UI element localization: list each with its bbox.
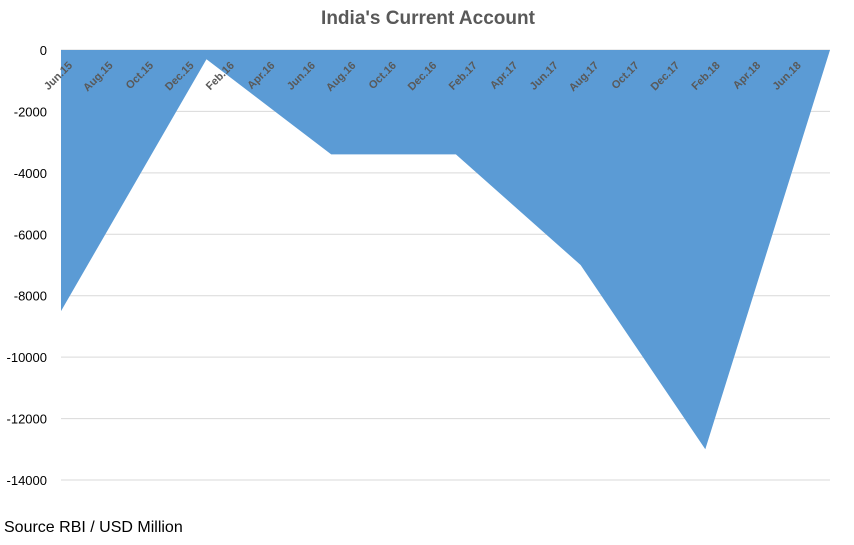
chart-title: India's Current Account (321, 8, 536, 29)
area-series (61, 50, 830, 450)
gridlines (61, 49, 830, 481)
y-tick-label: 0 (40, 43, 47, 58)
y-tick-label: -6000 (14, 227, 47, 242)
current-account-area (61, 50, 830, 450)
y-tick-label: -12000 (7, 412, 47, 427)
y-tick-label: -4000 (14, 166, 47, 181)
y-tick-label: -10000 (7, 350, 47, 365)
y-tick-label: -14000 (7, 473, 47, 488)
y-tick-label: -8000 (14, 289, 47, 304)
source-note: Source RBI / USD Million (4, 519, 183, 536)
y-axis: 0 -2000 -4000 -6000 -8000 -10000 -12000 -14000 (7, 43, 47, 488)
y-tick-label: -2000 (14, 104, 47, 119)
